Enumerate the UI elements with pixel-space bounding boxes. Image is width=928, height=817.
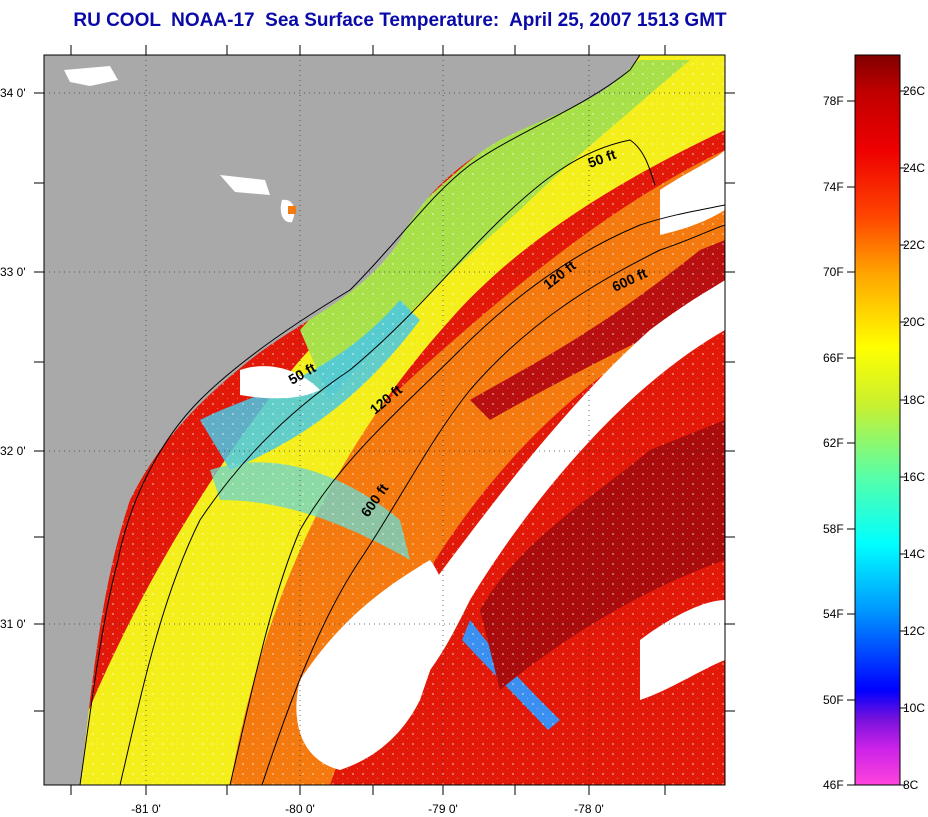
isobath-120ft — [229, 204, 725, 785]
cb-f-78: 78F — [823, 94, 844, 108]
cb-f-50: 50F — [823, 693, 844, 707]
isobath-50ft — [119, 139, 656, 785]
lat-label-31: 31 0' — [0, 617, 26, 631]
land-mass — [44, 55, 640, 785]
map-title: RU COOL NOAA-17 Sea Surface Temperature:… — [73, 10, 727, 31]
cb-c-8: 8C — [903, 778, 919, 792]
map-ticks — [34, 45, 735, 795]
cb-f-54: 54F — [823, 607, 844, 621]
lat-label-33: 33 0' — [0, 265, 26, 279]
cb-c-20: 20C — [903, 315, 925, 329]
cb-c-24: 24C — [903, 161, 925, 175]
colorbar — [854, 54, 901, 786]
cb-c-16: 16C — [903, 470, 925, 484]
sst-map — [44, 55, 725, 785]
cb-c-18: 18C — [903, 393, 925, 407]
cb-f-70: 70F — [823, 265, 844, 279]
cb-c-26: 26C — [903, 84, 925, 98]
coastline — [79, 55, 641, 785]
cb-c-14: 14C — [903, 547, 925, 561]
cb-c-10: 10C — [903, 701, 925, 715]
cb-f-74: 74F — [823, 180, 844, 194]
map-frame — [43, 54, 726, 786]
cb-c-12: 12C — [903, 624, 925, 638]
lon-label-78: -78 0' — [574, 802, 604, 816]
colorbar-ticks — [847, 90, 906, 786]
cb-c-22: 22C — [903, 238, 925, 252]
cb-f-62: 62F — [823, 436, 844, 450]
isobath-600ft — [261, 224, 725, 785]
lon-label-79: -79 0' — [428, 802, 458, 816]
lon-label-81: -81 0' — [131, 802, 161, 816]
cb-f-66: 66F — [823, 351, 844, 365]
cb-f-46: 46F — [823, 778, 844, 792]
graticule — [44, 55, 725, 785]
lat-label-34: 34 0' — [0, 86, 26, 100]
lat-label-32: 32 0' — [0, 444, 26, 458]
lon-label-80: -80 0' — [285, 802, 315, 816]
cb-f-58: 58F — [823, 522, 844, 536]
